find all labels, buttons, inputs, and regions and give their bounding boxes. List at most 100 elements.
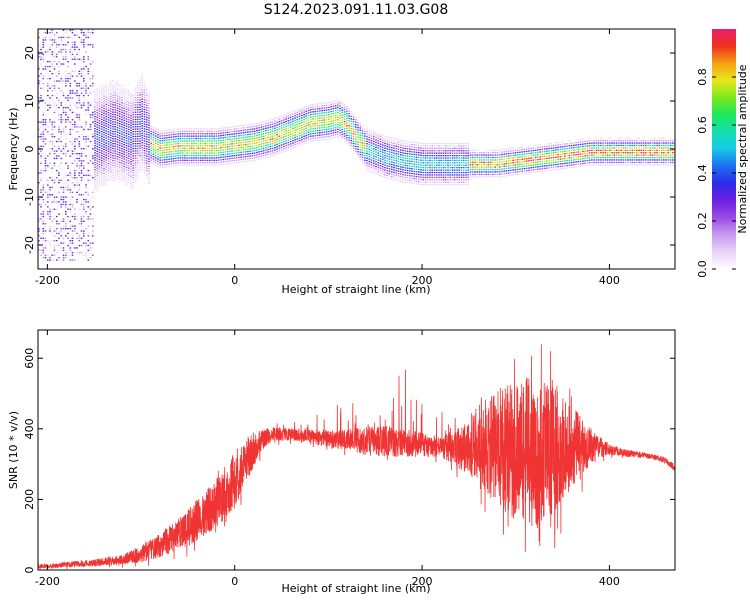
heatmap-cell	[242, 134, 245, 136]
heatmap-cell	[125, 171, 128, 173]
heatmap-cell	[49, 186, 51, 189]
heatmap-cell	[224, 139, 227, 141]
heatmap-cell	[94, 123, 96, 125]
heatmap-cell	[148, 180, 150, 182]
heatmap-cell	[242, 149, 245, 151]
heatmap-cell	[80, 29, 83, 31]
heatmap-cell	[134, 106, 137, 108]
heatmap-cell	[391, 154, 393, 156]
heatmap-cell	[143, 121, 146, 123]
heatmap-cell	[431, 174, 433, 176]
heatmap-cell	[325, 104, 328, 106]
heatmap-cell	[42, 68, 45, 70]
heatmap-cell	[62, 131, 65, 133]
heatmap-cell	[208, 128, 211, 130]
heatmap-cell	[346, 103, 348, 105]
heatmap-cell	[107, 189, 110, 191]
heatmap-cell	[67, 174, 69, 176]
heatmap-cell	[47, 92, 49, 94]
heatmap-cell	[462, 159, 465, 162]
heatmap-cell	[89, 249, 92, 251]
heatmap-cell	[244, 153, 247, 155]
heatmap-cell	[40, 155, 42, 157]
heatmap-cell	[49, 242, 51, 244]
heatmap-cell	[370, 127, 373, 130]
heatmap-cell	[105, 128, 107, 130]
heatmap-cell	[105, 154, 107, 156]
heatmap-cell	[424, 164, 427, 166]
heatmap-cell	[415, 144, 418, 146]
heatmap-cell	[429, 150, 431, 152]
heatmap-cell	[325, 109, 328, 111]
heatmap-cell	[85, 58, 87, 60]
heatmap-cell	[83, 107, 85, 109]
heatmap-cell	[143, 166, 146, 169]
heatmap-cell	[116, 110, 119, 112]
heatmap-cell	[136, 138, 139, 140]
heatmap-cell	[96, 104, 99, 106]
heatmap-cell	[44, 65, 47, 68]
heatmap-cell	[258, 124, 260, 126]
heatmap-cell	[393, 181, 395, 183]
heatmap-cell	[69, 75, 72, 77]
heatmap-cell	[62, 247, 65, 249]
heatmap-cell	[107, 184, 110, 186]
heatmap-cell	[296, 133, 299, 135]
heatmap-cell	[402, 140, 404, 142]
heatmap-cell	[94, 84, 96, 86]
heatmap-cell	[105, 147, 107, 149]
heatmap-cell	[56, 56, 58, 58]
heatmap-cell	[276, 138, 278, 141]
heatmap-cell	[453, 150, 456, 152]
heatmap-cell	[328, 123, 330, 125]
heatmap-cell	[98, 137, 101, 139]
heatmap-cell	[233, 155, 236, 157]
heatmap-cell	[60, 230, 63, 232]
heatmap-cell	[348, 125, 350, 127]
heatmap-cell	[184, 140, 186, 142]
heatmap-cell	[393, 142, 395, 144]
heatmap-cell	[94, 86, 96, 89]
heatmap-cell	[157, 151, 159, 153]
heatmap-cell	[40, 87, 42, 89]
heatmap-cell	[125, 154, 128, 156]
heatmap-cell	[413, 163, 416, 165]
heatmap-cell	[204, 125, 206, 128]
heatmap-cell	[67, 165, 69, 167]
heatmap-cell	[413, 180, 416, 182]
heatmap-cell	[262, 152, 265, 154]
heatmap-cell	[166, 149, 168, 151]
heatmap-cell	[123, 90, 125, 93]
heatmap-cell	[103, 95, 105, 97]
heatmap-cell	[215, 125, 218, 128]
heatmap-cell	[105, 144, 107, 147]
heatmap-cell	[420, 178, 422, 181]
heatmap-cell	[62, 206, 65, 208]
heatmap-cell	[319, 127, 321, 129]
heatmap-cell	[411, 153, 413, 155]
heatmap-cell	[226, 136, 229, 138]
heatmap-cell	[440, 184, 442, 186]
heatmap-cell	[172, 170, 175, 172]
heatmap-cell	[132, 143, 134, 145]
heatmap-cell	[56, 128, 58, 131]
heatmap-cell	[217, 161, 220, 164]
heatmap-cell	[136, 152, 139, 154]
heatmap-cell	[56, 240, 58, 242]
heatmap-cell	[157, 168, 159, 170]
heatmap-cell	[341, 121, 344, 123]
heatmap-cell	[157, 134, 159, 136]
heatmap-cell	[51, 148, 54, 150]
heatmap-cell	[435, 152, 438, 154]
heatmap-cell	[366, 123, 368, 126]
heatmap-cell	[458, 152, 460, 154]
heatmap-cell	[287, 141, 290, 144]
heatmap-cell	[269, 133, 272, 136]
heatmap-cell	[276, 131, 278, 133]
heatmap-cell	[109, 151, 112, 153]
heatmap-cell	[87, 109, 90, 111]
heatmap-cell	[89, 114, 92, 116]
heatmap-cell	[80, 68, 83, 70]
heatmap-cell	[123, 141, 125, 143]
heatmap-cell	[370, 169, 373, 171]
